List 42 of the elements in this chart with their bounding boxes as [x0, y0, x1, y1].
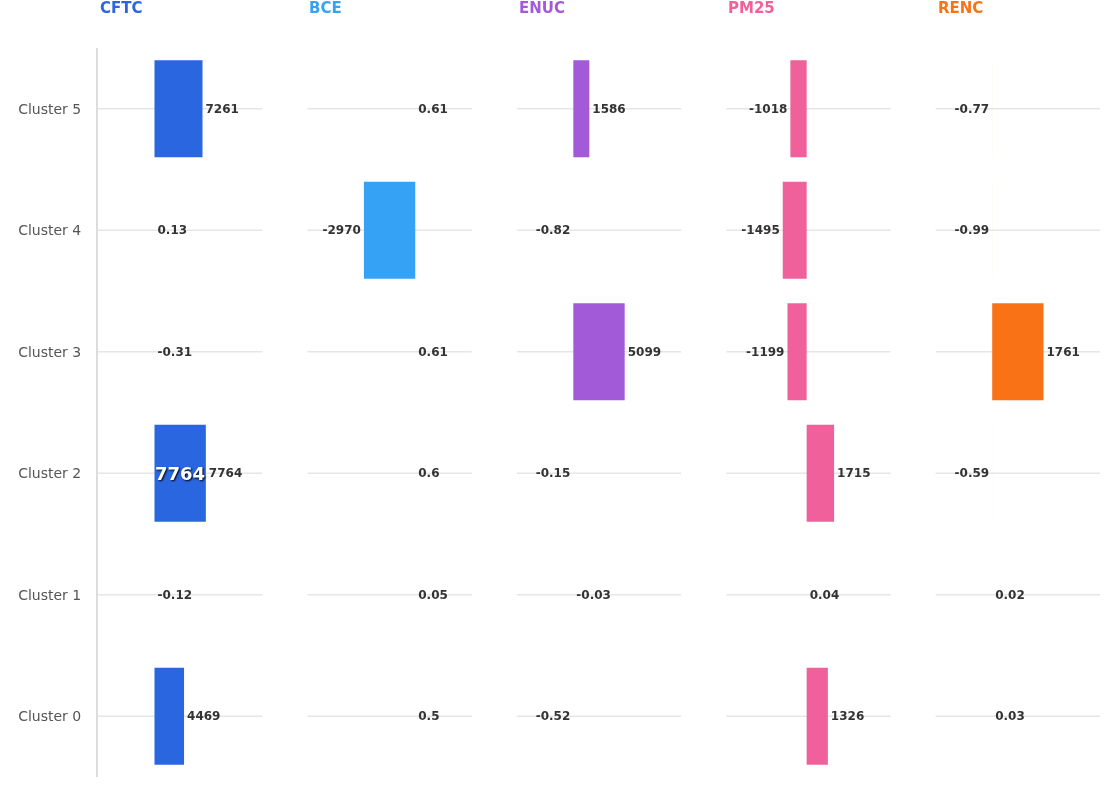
data-label: 1761 — [1046, 344, 1080, 359]
y-tick-label: Cluster 3 — [18, 343, 82, 360]
chart-title: CFTC — [100, 0, 143, 17]
chart-title: BCE — [309, 0, 342, 17]
data-label: 0.61 — [418, 344, 448, 359]
data-label: -0.12 — [157, 587, 193, 602]
chart-title: RENC — [938, 0, 984, 17]
data-label: -0.03 — [576, 587, 611, 602]
data-label: 1586 — [592, 101, 626, 116]
data-label: 0.6 — [418, 466, 440, 481]
data-label: -1199 — [746, 344, 785, 359]
data-label: 0.5 — [418, 709, 440, 724]
text: 7764 — [208, 466, 243, 481]
data-label: 7764 — [155, 463, 206, 484]
data-label: 1715 — [837, 466, 871, 481]
data-label: -2970 — [322, 223, 361, 238]
data-label: 5099 — [627, 344, 662, 359]
data-label: -0.59 — [954, 466, 990, 481]
data-label: 4469 — [187, 709, 221, 724]
y-tick-label: Cluster 2 — [18, 465, 82, 482]
chart-title: PM25 — [728, 0, 775, 17]
y-tick-label: Cluster 4 — [18, 222, 82, 239]
y-tick-label: Cluster 0 — [18, 708, 82, 725]
y-tick-label: Cluster 1 — [18, 586, 82, 603]
data-label: -0.99 — [954, 223, 990, 238]
data-label: 0.61 — [418, 101, 448, 116]
data-label: -0.82 — [535, 223, 571, 238]
data-label: -1495 — [741, 223, 780, 238]
data-label: -0.77 — [954, 101, 990, 116]
data-label: 0.13 — [157, 223, 188, 238]
data-label: 0.02 — [995, 587, 1025, 602]
data-label: -0.52 — [535, 709, 571, 724]
data-label: -0.15 — [535, 466, 571, 481]
data-label: 7261 — [205, 101, 239, 116]
data-label: 0.04 — [809, 587, 840, 602]
chart-title: ENUC — [519, 0, 565, 17]
data-label: -1018 — [748, 101, 788, 116]
y-tick-label: Cluster 5 — [18, 100, 82, 117]
data-label: 1326 — [830, 709, 865, 724]
data-label: -0.31 — [157, 344, 193, 359]
data-label: 0.05 — [418, 587, 448, 602]
data-label: 0.03 — [995, 709, 1025, 724]
